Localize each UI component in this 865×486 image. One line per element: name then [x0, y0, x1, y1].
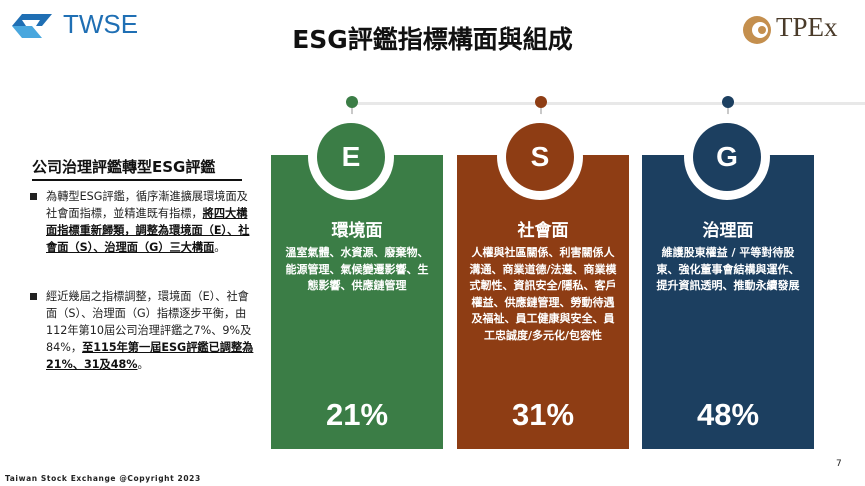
card-s-name: 社會面 — [517, 221, 569, 241]
card-g-percent: 48% — [696, 397, 760, 432]
timeline-dot-e — [346, 96, 358, 108]
footer-copyright: Taiwan Stock Exchange @Copyright 2023 — [5, 474, 201, 483]
card-governance — [642, 155, 814, 449]
bullet-2: 經近幾屆之指標調整，環境面（E）、社會面（S）、治理面（G）指標逐步平衡，由11… — [30, 288, 255, 373]
bullet-1-end: 。 — [214, 241, 226, 254]
card-social — [457, 155, 629, 449]
bullet-2-text: 經近幾屆之指標調整，環境面（E）、社會面（S）、治理面（G）指標逐步平衡，由11… — [46, 290, 252, 354]
page-number: 7 — [836, 459, 842, 469]
bullet-2-end: 。 — [137, 358, 149, 371]
card-g-letter: G — [693, 123, 761, 191]
timeline-dot-g — [722, 96, 734, 108]
card-g-name: 治理面 — [702, 221, 754, 241]
timeline-dot-s — [535, 96, 547, 108]
bullet-1-text: 為轉型ESG評鑑，循序漸進擴展環境面及社會面指標，並精進既有指標， — [46, 190, 248, 220]
card-s-desc: 人權與社區關係、利害關係人溝通、商業道德/法遵、商業模式韌性、資訊安全/隱私、客… — [469, 246, 617, 342]
tpex-logo-icon — [743, 16, 771, 44]
page-title: ESG評鑑指標構面與組成 — [292, 25, 573, 54]
timeline-line — [350, 102, 865, 105]
card-s-letter: S — [506, 123, 574, 191]
bullet-square-icon — [30, 293, 37, 300]
twse-logo-text: TWSE — [63, 9, 139, 39]
card-e-letter: E — [317, 123, 385, 191]
bullet-1-emphasis: 將四大構面指標重新歸類，調整為環境面（E）、社會面（S）、治理面（G）三大構面 — [46, 207, 250, 254]
section-title-underline — [32, 179, 242, 181]
card-environment — [271, 155, 443, 449]
bullet-1: 為轉型ESG評鑑，循序漸進擴展環境面及社會面指標，並精進既有指標，將四大構面指標… — [30, 188, 255, 256]
card-g-desc: 維護股東權益 / 平等對待股東、強化董事會結構與運作、提升資訊透明、推動永續發展 — [656, 246, 800, 292]
tpex-logo-text: TPEx — [776, 12, 838, 42]
bullet-square-icon — [30, 193, 37, 200]
card-e-name: 環境面 — [331, 221, 383, 241]
twse-logo-icon — [12, 14, 52, 38]
section-title: 公司治理評鑑轉型ESG評鑑 — [32, 158, 216, 176]
card-e-percent: 21% — [325, 397, 389, 432]
card-e-desc: 溫室氣體、水資源、廢棄物、能源管理、氣候變遷影響、生態影響、供應鏈管理 — [285, 246, 429, 292]
card-s-percent: 31% — [511, 397, 575, 432]
bullet-2-emphasis: 至115年第一屆ESG評鑑已調整為21%、31及48% — [46, 341, 254, 371]
